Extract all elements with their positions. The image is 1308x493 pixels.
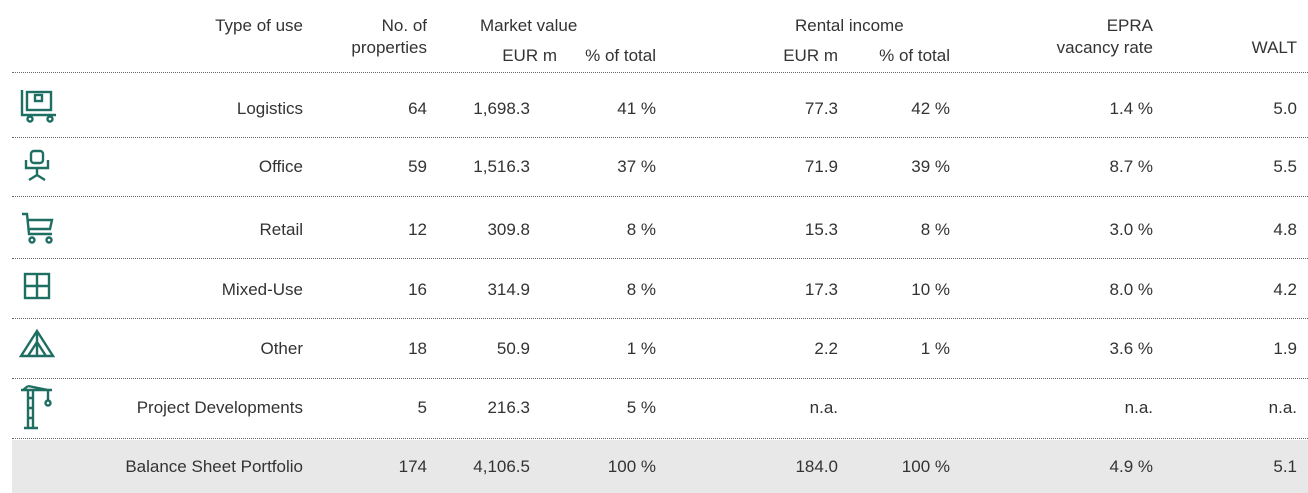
cell: 10 % [911, 280, 950, 299]
row-separator [12, 378, 1308, 379]
cell: 5 % [626, 398, 656, 417]
cell: 16 [408, 280, 427, 299]
icon-retail [22, 212, 54, 244]
cell: 3.0 % [1109, 220, 1153, 239]
row-separator [12, 438, 1308, 439]
cell: n.a. [809, 398, 838, 417]
cell: Retail [259, 220, 303, 239]
cell: Project Developments [136, 398, 303, 417]
cell: Logistics [236, 99, 303, 118]
cell: 1.9 [1273, 339, 1297, 358]
icon-logistics [20, 90, 56, 123]
cell: 41 % [617, 99, 656, 118]
header-cell: Type of use [215, 16, 303, 35]
header-cell: Rental income [795, 16, 904, 35]
cell: 2.2 [814, 339, 838, 358]
header-cell: EUR m [783, 46, 838, 65]
total-cell: 100 % [901, 457, 950, 476]
cell: 309.8 [487, 220, 530, 239]
header-cell: WALT [1251, 38, 1297, 57]
cell: 64 [408, 99, 427, 118]
cell: n.a. [1268, 398, 1297, 417]
cell: 8 % [920, 220, 950, 239]
cell: 37 % [617, 157, 656, 176]
cell: 59 [408, 157, 427, 176]
cell: 50.9 [496, 339, 530, 358]
cell: 216.3 [487, 398, 530, 417]
total-cell: 5.1 [1273, 457, 1297, 476]
total-band [12, 440, 1308, 493]
total-cell: 4.9 % [1109, 457, 1153, 476]
icon-mixed-use [23, 272, 51, 300]
cell: 8 % [626, 280, 656, 299]
cell: 18 [408, 339, 427, 358]
cell: 1,698.3 [473, 99, 530, 118]
icon-office [24, 149, 50, 182]
total-cell: 174 [398, 457, 427, 476]
cell: 5.0 [1273, 99, 1297, 118]
cell: Mixed-Use [221, 280, 303, 299]
cell: 8.0 % [1109, 280, 1153, 299]
icon-other [18, 328, 56, 358]
cell: 4.2 [1273, 280, 1297, 299]
total-cell: 100 % [607, 457, 656, 476]
header-cell: EUR m [502, 46, 557, 65]
cell: 12 [408, 220, 427, 239]
cell: 4.8 [1273, 220, 1297, 239]
cell: 314.9 [487, 280, 530, 299]
header-cell: properties [351, 38, 427, 57]
cell: 42 % [911, 99, 950, 118]
cell: 71.9 [804, 157, 838, 176]
cell: 1 % [920, 339, 950, 358]
cell: 8.7 % [1109, 157, 1153, 176]
cell: 17.3 [804, 280, 838, 299]
header-cell: vacancy rate [1056, 38, 1153, 57]
cell: 1,516.3 [473, 157, 530, 176]
cell: 5 [417, 398, 427, 417]
cell: 15.3 [804, 220, 838, 239]
cell: Office [258, 157, 303, 176]
row-separator [12, 137, 1308, 138]
row-separator [12, 258, 1308, 259]
cell: Other [260, 339, 303, 358]
total-cell: Balance Sheet Portfolio [125, 457, 303, 476]
cell: 1.4 % [1109, 99, 1153, 118]
row-separator [12, 72, 1308, 73]
row-separator [12, 318, 1308, 319]
header-cell: % of total [879, 46, 950, 65]
cell: 39 % [911, 157, 950, 176]
cell: 8 % [626, 220, 656, 239]
total-cell: 184.0 [795, 457, 838, 476]
row-separator [12, 196, 1308, 197]
header-cell: EPRA [1106, 16, 1153, 35]
total-cell: 4,106.5 [473, 457, 530, 476]
header-cell: % of total [585, 46, 656, 65]
icon-project-developments [21, 384, 52, 430]
cell: 1 % [626, 339, 656, 358]
cell: 3.6 % [1109, 339, 1153, 358]
cell: 5.5 [1273, 157, 1297, 176]
cell: 77.3 [804, 99, 838, 118]
cell: n.a. [1124, 398, 1153, 417]
header-cell: Market value [480, 16, 578, 35]
header-cell: No. of [381, 16, 427, 35]
